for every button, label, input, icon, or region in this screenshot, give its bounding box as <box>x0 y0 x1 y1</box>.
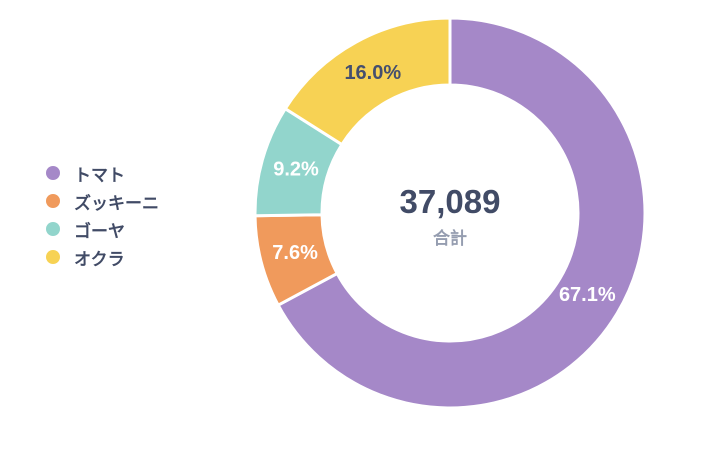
legend-swatch-icon <box>46 166 60 180</box>
legend-item-zucchini[interactable]: ズッキーニ <box>46 187 159 215</box>
legend-label: トマト <box>74 165 125 185</box>
legend-swatch-icon <box>46 222 60 236</box>
donut-slice-3[interactable] <box>283 16 452 147</box>
slice-label: 9.2% <box>273 159 319 181</box>
slice-label: 16.0% <box>344 62 401 84</box>
legend-label: ズッキーニ <box>74 193 159 213</box>
legend-item-goya[interactable]: ゴーヤ <box>46 215 159 243</box>
legend-label: ゴーヤ <box>74 221 125 241</box>
slice-label: 7.6% <box>272 242 318 264</box>
chart-legend: トマト ズッキーニ ゴーヤ オクラ <box>46 159 159 271</box>
slice-label: 67.1% <box>559 284 616 306</box>
legend-label: オクラ <box>74 249 125 269</box>
donut-slice-0[interactable] <box>276 16 647 410</box>
legend-item-okra[interactable]: オクラ <box>46 243 159 271</box>
legend-item-tomato[interactable]: トマト <box>46 159 159 187</box>
legend-swatch-icon <box>46 194 60 208</box>
legend-swatch-icon <box>46 250 60 264</box>
